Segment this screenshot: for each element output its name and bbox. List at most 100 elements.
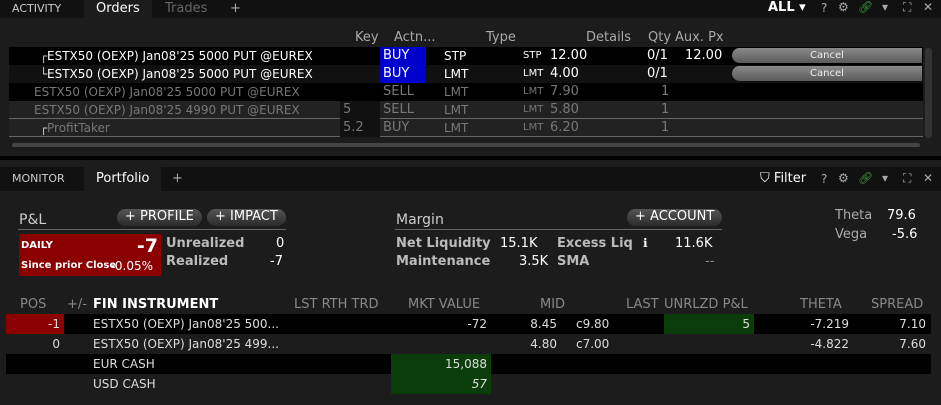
filter-button[interactable]: ⛉ Filter: [760, 171, 806, 186]
order-action: SELL: [383, 102, 414, 117]
col-type[interactable]: Type: [486, 30, 516, 45]
order-row[interactable]: └ ESTX50 (OEXP) Jan08'25 5000 PUT @EUREX…: [9, 65, 923, 83]
col-instrument[interactable]: FIN INSTRUMENT: [93, 297, 219, 312]
portfolio-row[interactable]: -1 ESTX50 (OEXP) Jan08'25 500... -72 8.45 c9…: [6, 314, 931, 334]
order-type-small: LMT: [523, 68, 544, 79]
tab-portfolio[interactable]: Portfolio: [84, 167, 162, 191]
cell-mkt: -72: [467, 317, 487, 331]
order-instrument: ProfitTaker: [47, 121, 110, 135]
col-details[interactable]: Details: [586, 30, 632, 45]
col-last-rth-trade[interactable]: LST RTH TRD: [294, 297, 379, 312]
col-spread[interactable]: SPREAD: [871, 297, 924, 312]
order-row[interactable]: ESTX50 (OEXP) Jan08'25 4990 PUT @EUREX 5…: [9, 101, 923, 119]
add-tab-button[interactable]: +: [230, 1, 241, 16]
add-tab-button[interactable]: +: [172, 171, 183, 186]
cancel-button[interactable]: Cancel: [732, 66, 922, 81]
horizontal-scrollbar[interactable]: [12, 143, 920, 147]
order-type: LMT: [444, 121, 469, 135]
profile-button[interactable]: + PROFILE: [117, 209, 202, 226]
cell-mkt: [391, 334, 491, 354]
col-last[interactable]: LAST: [626, 297, 659, 312]
cell-unrlzd: 5: [664, 314, 754, 334]
cell-spread: 7.10: [899, 317, 926, 331]
col-plus-minus[interactable]: +/-: [67, 297, 87, 312]
col-mid[interactable]: MID: [540, 297, 566, 312]
cell-mkt: 57: [391, 374, 491, 394]
order-qty: 1: [661, 120, 670, 135]
pnl-title: P&L: [19, 212, 47, 228]
impact-button[interactable]: + IMPACT: [207, 209, 286, 226]
filter-label: Filter: [773, 171, 807, 186]
gear-icon[interactable]: ⚙: [838, 171, 849, 185]
cell-theta: -4.822: [810, 337, 849, 351]
order-type-small: LMT: [523, 86, 544, 97]
cell-pos: -1: [6, 314, 64, 334]
close-icon[interactable]: ✕: [923, 0, 934, 14]
maximize-icon[interactable]: ⛶: [903, 171, 912, 185]
cell-spread: 7.60: [899, 337, 926, 351]
panel-divider[interactable]: [0, 156, 941, 160]
close-icon[interactable]: ✕: [923, 171, 934, 185]
order-price: 5.80: [550, 102, 579, 117]
order-row[interactable]: ESTX50 (OEXP) Jan08'25 5000 PUT @EUREX S…: [9, 83, 923, 101]
order-instrument: ESTX50 (OEXP) Jan08'25 5000 PUT @EUREX: [47, 67, 313, 81]
sma-value: --: [705, 254, 715, 269]
cell-pos: [6, 354, 64, 374]
tab-trades[interactable]: Trades: [165, 1, 208, 16]
pnl-divider: [18, 229, 286, 230]
cell-spread: [866, 354, 930, 374]
order-price: 7.90: [550, 84, 579, 99]
margin-divider: [395, 229, 722, 230]
link-icon[interactable]: 🔗︎: [858, 0, 874, 14]
account-button[interactable]: + ACCOUNT: [627, 209, 723, 226]
margin-title: Margin: [396, 212, 444, 228]
daily-label: DAILY: [21, 240, 53, 251]
order-row[interactable]: ┌ ProfitTaker 5.2 BUY LMT LMT 6.20 1: [9, 119, 923, 137]
gear-icon[interactable]: ⚙: [838, 0, 849, 14]
dropdown-icon[interactable]: ▾: [882, 0, 889, 14]
cell-mid: 8.45: [530, 317, 557, 331]
vertical-scrollbar[interactable]: [925, 48, 932, 138]
col-unrealized-pnl[interactable]: UNRLZD P&L: [664, 297, 748, 312]
tab-monitor[interactable]: MONITOR: [12, 172, 65, 185]
order-type-small: LMT: [523, 104, 544, 115]
filter-all-dropdown[interactable]: ALL ▾: [768, 0, 806, 15]
portfolio-row[interactable]: 0 ESTX50 (OEXP) Jan08'25 499... 4.80 c7.00 -…: [6, 334, 931, 354]
theta-label: Theta: [835, 208, 873, 223]
excess-liq-value: 11.6K: [675, 236, 713, 251]
order-action: BUY: [380, 47, 426, 65]
portfolio-row[interactable]: USD CASH 57: [6, 374, 931, 394]
cell-last: c7.00: [576, 337, 610, 351]
order-action: SELL: [383, 84, 414, 99]
order-key: 5.2: [340, 119, 380, 137]
col-qty[interactable]: Qty: [648, 30, 672, 45]
cell-instrument: ESTX50 (OEXP) Jan08'25 499...: [93, 337, 279, 351]
portfolio-row[interactable]: EUR CASH 15,088: [6, 354, 931, 374]
sma-label: SMA: [557, 254, 590, 269]
maintenance-value: 3.5K: [519, 254, 549, 269]
col-aux-px[interactable]: Aux. Px: [675, 30, 724, 45]
order-row[interactable]: ┌ ESTX50 (OEXP) Jan08'25 5000 PUT @EUREX…: [9, 47, 923, 65]
maximize-icon[interactable]: ⛶: [903, 0, 912, 14]
col-key[interactable]: Key: [355, 30, 379, 45]
col-pos[interactable]: POS: [20, 297, 47, 312]
tab-activity[interactable]: ACTIVITY: [12, 2, 62, 15]
cell-pos: [6, 374, 64, 394]
order-instrument: ESTX50 (OEXP) Jan08'25 5000 PUT @EUREX: [47, 49, 313, 63]
col-market-value[interactable]: MKT VALUE: [408, 297, 481, 312]
help-icon[interactable]: ?: [821, 1, 828, 15]
order-price: 6.20: [550, 120, 579, 135]
dropdown-icon[interactable]: ▾: [882, 171, 889, 185]
col-theta[interactable]: THETA: [800, 297, 842, 312]
col-action[interactable]: Actn...: [394, 30, 436, 45]
link-icon[interactable]: 🔗︎: [858, 171, 874, 185]
order-type-small: LMT: [523, 122, 544, 133]
help-icon[interactable]: ?: [821, 172, 828, 186]
tab-orders[interactable]: Orders: [84, 0, 152, 18]
since-close-label: Since prior Close: [21, 260, 117, 271]
cancel-button[interactable]: Cancel: [732, 48, 922, 63]
activity-tabbar: ACTIVITY Orders Trades + ALL ▾ ? ⚙ 🔗︎ ▾ …: [0, 0, 941, 18]
vega-label: Vega: [835, 227, 868, 242]
cell-unrlzd: [664, 374, 754, 394]
info-icon[interactable]: ℹ: [643, 236, 648, 250]
